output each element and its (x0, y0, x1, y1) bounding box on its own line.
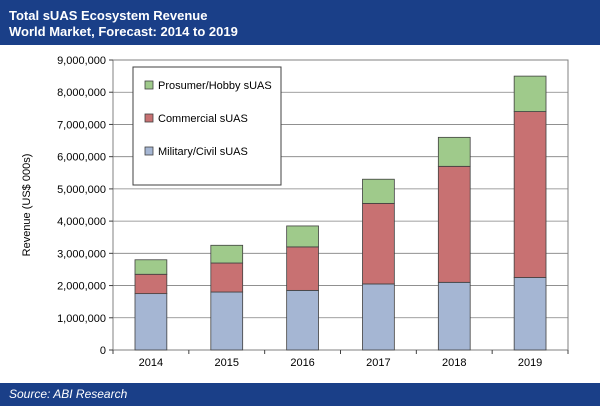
y-tick-label: 6,000,000 (57, 152, 106, 164)
y-tick-label: 2,000,000 (57, 281, 106, 293)
x-tick-label: 2018 (442, 357, 466, 369)
legend-swatch (144, 146, 154, 156)
y-tick-label: 7,000,000 (57, 119, 106, 131)
y-tick-label: 1,000,000 (57, 313, 106, 325)
x-tick-label: 2017 (366, 357, 390, 369)
x-tick-label: 2019 (518, 357, 542, 369)
y-tick-label: 0 (100, 345, 106, 357)
chart-title: Total sUAS Ecosystem Revenue (9, 8, 208, 23)
bar-segment (362, 202, 395, 285)
bar-segment (210, 291, 244, 351)
legend-swatch (144, 80, 154, 90)
bar-segment (134, 273, 168, 295)
bar-segment (286, 289, 319, 351)
x-tick-label: 2015 (215, 357, 239, 369)
source-footer: Source: ABI Research (0, 383, 600, 406)
bar-segment (437, 281, 471, 351)
y-tick-label: 5,000,000 (57, 184, 106, 196)
y-axis-label: Revenue (US$ 000s) (21, 154, 33, 257)
y-tick-label: 8,000,000 (57, 87, 106, 99)
stacked-bar-chart: 0 1,000,000 2,000,000 3,000,000 4,000,000 5,0… (21, 55, 569, 369)
bar-segment (286, 246, 319, 291)
chart-subtitle: World Market, Forecast: 2014 to 2019 (9, 24, 238, 39)
x-tick-label: 2016 (290, 357, 314, 369)
y-tick-label: 3,000,000 (57, 248, 106, 260)
bar-segment (362, 178, 395, 204)
legend-label: Military/Civil sUAS (158, 146, 248, 158)
bar-segment (134, 259, 168, 275)
bar-segment (210, 262, 244, 293)
source-text: Source: ABI Research (9, 387, 128, 401)
legend-box (132, 66, 282, 186)
bar-segment (134, 293, 168, 351)
chart-header: Total sUAS Ecosystem Revenue World Marke… (0, 0, 600, 45)
legend-swatch (144, 113, 154, 123)
legend-label: Commercial sUAS (158, 113, 248, 125)
bar-segment (362, 283, 395, 351)
bar-segment (437, 165, 471, 283)
y-tick-label: 4,000,000 (57, 216, 106, 228)
bar-segment (437, 136, 471, 167)
bar-segment (513, 111, 547, 278)
legend-label: Prosumer/Hobby sUAS (158, 80, 272, 92)
bar-segment (513, 277, 547, 351)
x-tick-label: 2014 (139, 357, 163, 369)
y-tick-label: 9,000,000 (57, 55, 106, 67)
bar-segment (210, 244, 244, 264)
bar-segment (513, 75, 547, 112)
bar-segment (286, 225, 319, 248)
